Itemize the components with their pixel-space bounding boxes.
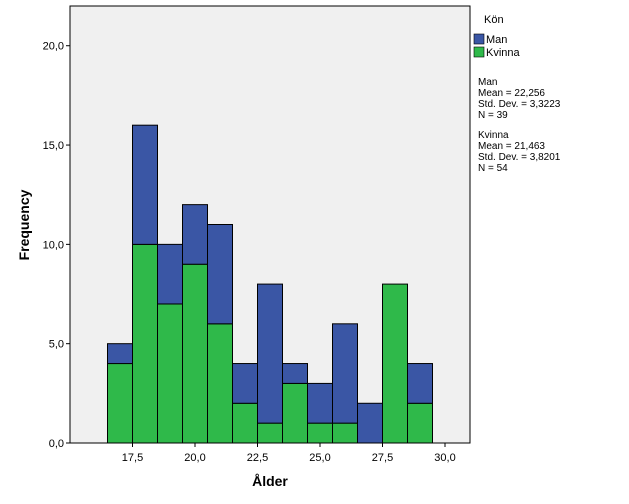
- stats-man-n: N = 39: [478, 110, 508, 121]
- bar-kvinna-6: [257, 422, 283, 444]
- bar-man-0: [107, 343, 133, 365]
- bar-kvinna-5: [232, 402, 258, 444]
- stats-kvinna-sd: Std. Dev. = 3,8201: [478, 152, 561, 163]
- stats-man: Man Mean = 22,256 Std. Dev. = 3,3223 N =…: [478, 77, 561, 121]
- x-tick-label: 20,0: [184, 452, 205, 464]
- y-tick-label: 10,0: [43, 239, 64, 251]
- x-tick-label: 27,5: [372, 452, 393, 464]
- y-tick-label: 20,0: [43, 41, 64, 53]
- stats-man-mean: Mean = 22,256: [478, 88, 545, 99]
- stats-kvinna: Kvinna Mean = 21,463 Std. Dev. = 3,8201 …: [478, 130, 561, 174]
- stats-man-name: Man: [478, 77, 497, 88]
- y-axis: 0,0 5,0 10,0 15,0 20,0: [43, 41, 70, 450]
- bar-man-3: [182, 204, 208, 265]
- stats-kvinna-name: Kvinna: [478, 130, 509, 141]
- bar-man-7: [282, 363, 308, 384]
- bar-kvinna-3: [182, 263, 208, 444]
- stats-kvinna-n: N = 54: [478, 163, 508, 174]
- bar-kvinna-0: [107, 363, 133, 444]
- bar-man-6: [257, 283, 283, 424]
- bar-kvinna-4: [207, 323, 233, 444]
- legend-title: Kön: [484, 14, 504, 26]
- x-axis: 17,5 20,0 22,5 25,0 27,5 30,0: [122, 443, 456, 464]
- stats-kvinna-mean: Mean = 21,463: [478, 141, 545, 152]
- y-tick-label: 0,0: [49, 438, 64, 450]
- legend-label-kvinna: Kvinna: [486, 47, 521, 59]
- bar-kvinna-8: [307, 422, 333, 444]
- bar-man-8: [307, 382, 333, 424]
- bar-kvinna-11: [382, 283, 408, 444]
- bar-man-4: [207, 224, 233, 325]
- bar-man-5: [232, 363, 258, 404]
- x-tick-label: 30,0: [434, 452, 455, 464]
- bar-kvinna-7: [282, 382, 308, 444]
- bar-kvinna-2: [157, 303, 183, 444]
- stats-man-sd: Std. Dev. = 3,3223: [478, 99, 561, 110]
- bar-man-1: [132, 124, 158, 245]
- bar-kvinna-12: [407, 402, 433, 444]
- legend-label-man: Man: [486, 34, 507, 46]
- bar-man-9: [332, 323, 358, 424]
- y-tick-label: 15,0: [43, 140, 64, 152]
- x-axis-title: Ålder: [252, 473, 288, 489]
- bar-kvinna-1: [132, 243, 158, 444]
- bar-man-2: [157, 243, 183, 305]
- legend-swatch-man: [473, 33, 485, 45]
- bar-kvinna-9: [332, 422, 358, 444]
- x-tick-label: 17,5: [122, 452, 143, 464]
- bar-man-10: [357, 402, 383, 444]
- bars-group: [107, 124, 433, 444]
- x-tick-label: 25,0: [309, 452, 330, 464]
- x-tick-label: 22,5: [247, 452, 268, 464]
- legend-swatch-kvinna: [473, 46, 485, 58]
- bar-man-12: [407, 363, 433, 404]
- y-axis-title: Frequency: [16, 189, 32, 260]
- y-tick-label: 5,0: [49, 339, 64, 351]
